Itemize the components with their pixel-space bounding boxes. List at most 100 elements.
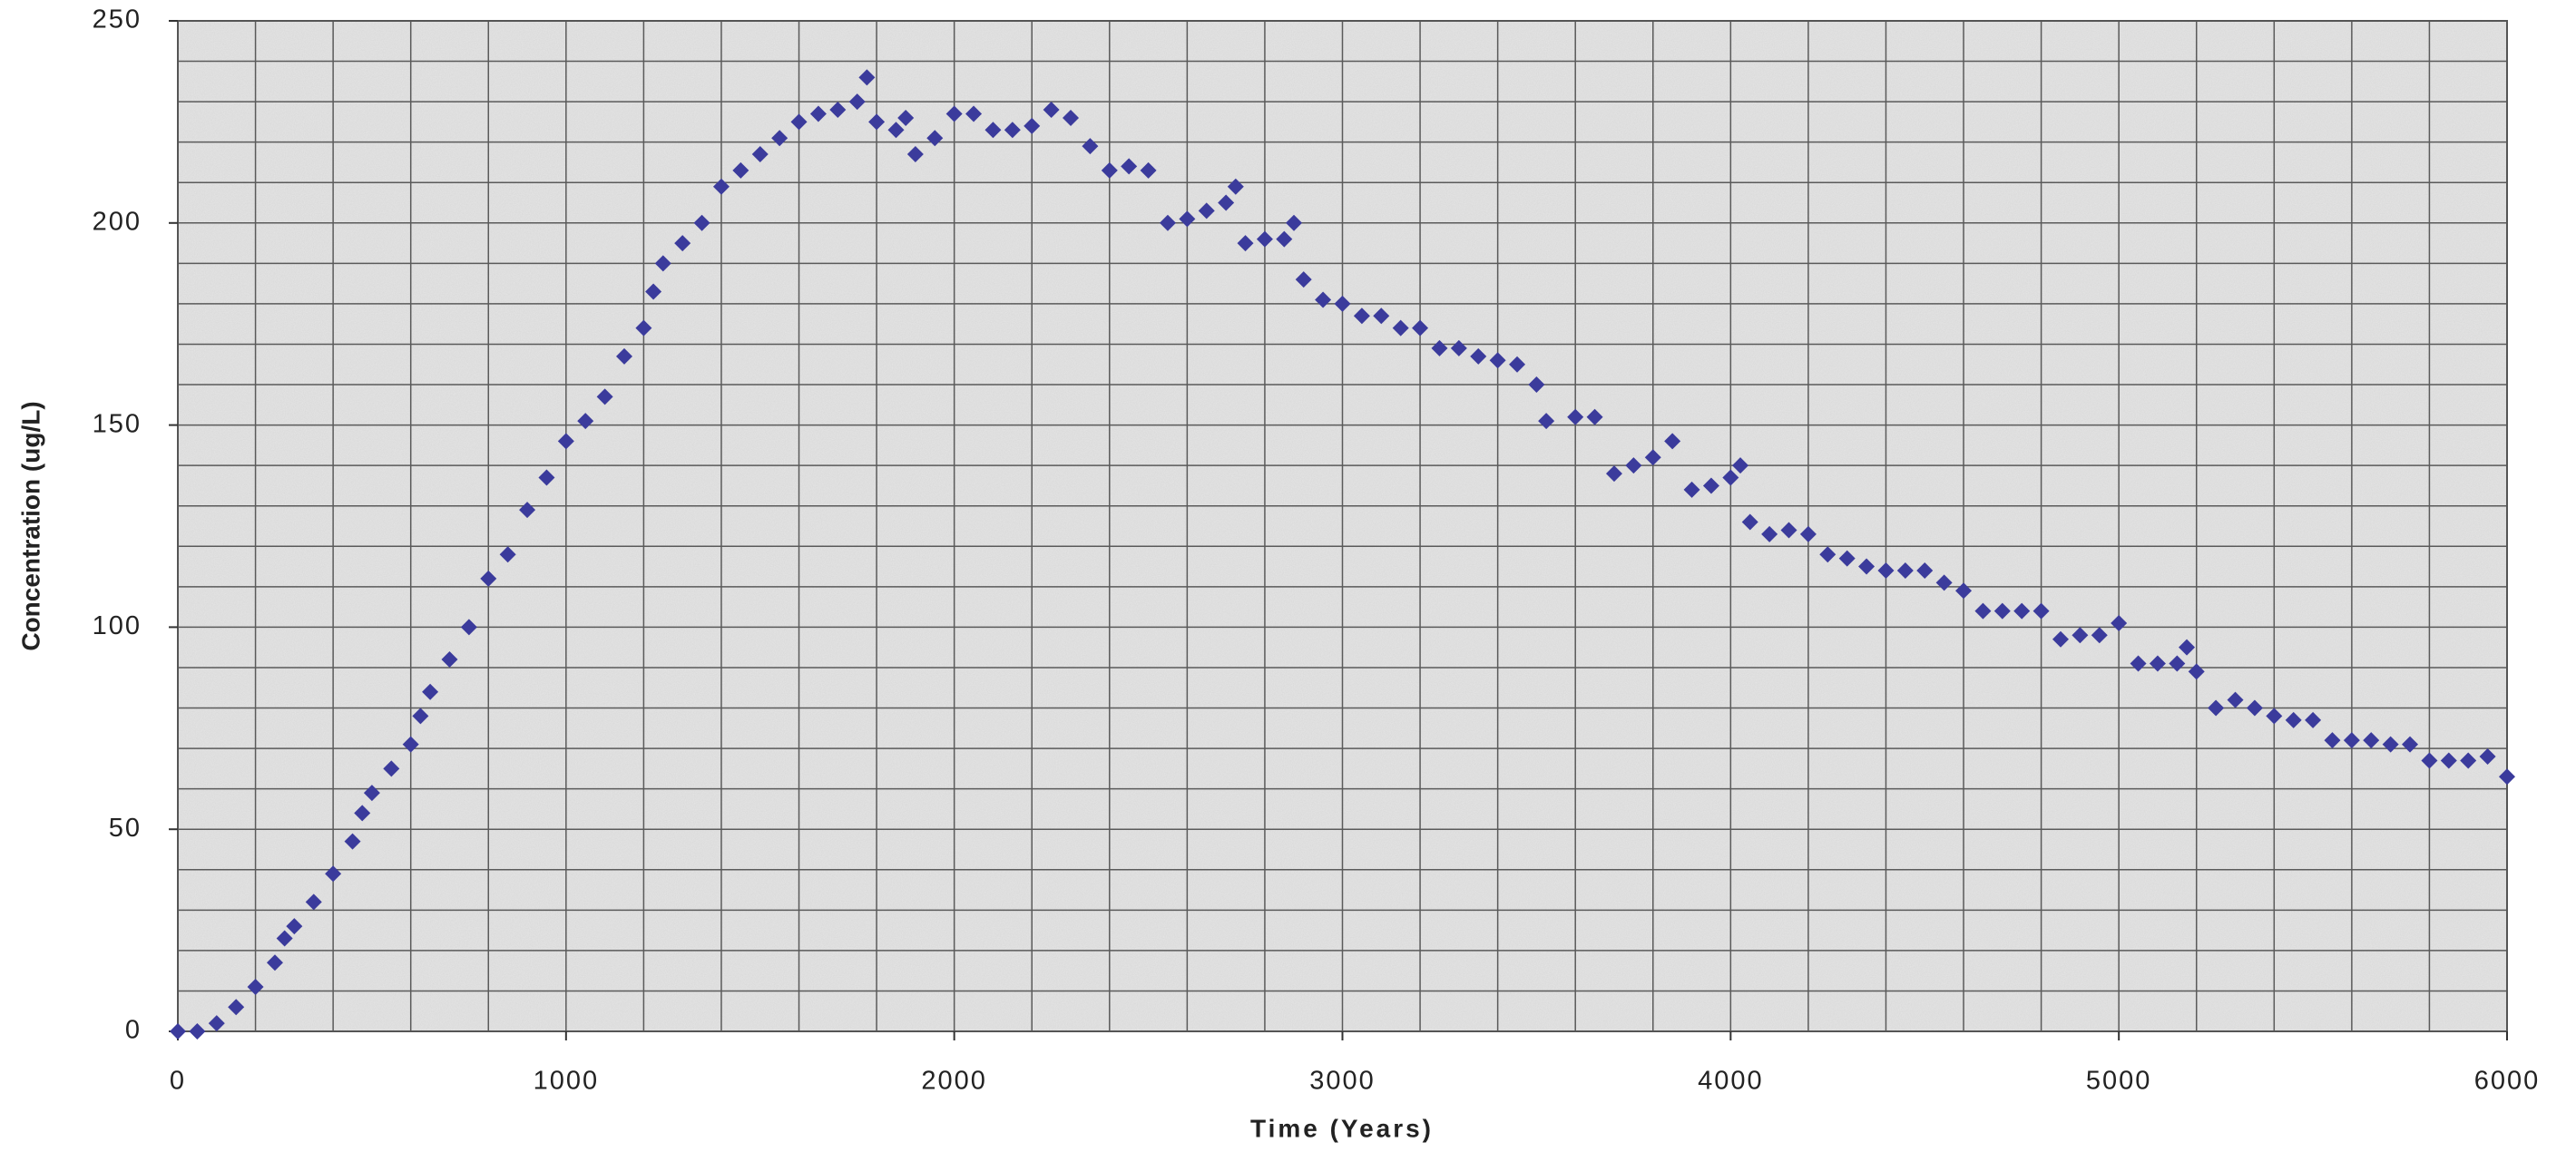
data-point <box>965 105 983 122</box>
data-point <box>480 570 497 587</box>
data-point <box>1586 408 1603 425</box>
data-point <box>809 105 827 122</box>
y-tick-label: 150 <box>93 409 142 438</box>
data-point <box>2363 732 2380 749</box>
data-point <box>412 708 429 725</box>
data-point <box>2179 639 2196 656</box>
data-point <box>2479 747 2496 765</box>
data-point <box>276 930 293 947</box>
data-point <box>712 178 730 195</box>
data-point <box>2169 655 2186 672</box>
data-point <box>1489 352 1506 369</box>
data-point <box>1683 481 1700 498</box>
data-point <box>1218 194 1235 211</box>
data-point <box>170 1023 186 1040</box>
data-point <box>829 102 847 119</box>
data-point <box>2305 711 2322 728</box>
data-point <box>1179 210 1196 228</box>
data-point <box>1431 339 1448 356</box>
data-point <box>1450 339 1467 356</box>
data-point <box>1043 102 1060 119</box>
data-point <box>2343 732 2360 749</box>
data-point <box>2285 711 2302 728</box>
data-point <box>2052 630 2069 648</box>
data-point <box>2460 752 2477 769</box>
data-point <box>1082 138 1099 155</box>
data-point <box>2013 602 2031 620</box>
data-point <box>189 1023 206 1040</box>
x-tick-label: 2000 <box>921 1067 987 1096</box>
data-point <box>984 122 1002 139</box>
data-point <box>2246 699 2263 717</box>
data-point <box>1838 550 1856 567</box>
data-point <box>635 319 652 337</box>
data-point <box>266 954 283 971</box>
data-point <box>1024 117 1041 134</box>
data-point <box>906 146 924 163</box>
data-point <box>1935 574 1953 591</box>
data-point <box>1974 602 1992 620</box>
data-point <box>1237 235 1254 252</box>
data-point <box>1761 525 1778 542</box>
data-point <box>1198 202 1215 220</box>
data-point <box>2440 752 2457 769</box>
data-point <box>2382 736 2399 753</box>
x-tick-label: 3000 <box>1309 1067 1376 1096</box>
data-point <box>577 413 594 430</box>
data-point <box>1955 582 1973 600</box>
data-point <box>897 109 915 126</box>
data-point <box>2091 627 2108 644</box>
data-point <box>557 433 574 450</box>
x-tick-label: 4000 <box>1698 1067 1764 1096</box>
x-tick-label: 6000 <box>2474 1067 2541 1096</box>
data-point <box>1227 178 1244 195</box>
data-point <box>887 122 905 139</box>
data-point <box>354 805 371 822</box>
data-point <box>519 502 536 519</box>
data-point <box>2149 655 2166 672</box>
data-point <box>868 113 886 131</box>
data-point <box>1121 158 1138 175</box>
data-point <box>751 146 769 163</box>
data-point <box>1276 230 1293 248</box>
data-point <box>2072 627 2089 644</box>
data-point <box>732 161 749 179</box>
data-point <box>344 833 361 850</box>
data-point <box>208 1015 225 1032</box>
data-point <box>2111 614 2128 631</box>
x-tick-label: 1000 <box>534 1067 600 1096</box>
y-tick-label: 100 <box>93 611 142 640</box>
data-point <box>596 388 613 405</box>
data-point <box>538 469 555 486</box>
data-point <box>1858 558 1876 575</box>
data-point <box>616 347 633 365</box>
data-point <box>1732 457 1749 474</box>
y-tick-label: 50 <box>109 814 142 843</box>
data-point <box>790 113 808 131</box>
y-tick-label: 0 <box>125 1016 142 1045</box>
data-point <box>2324 732 2341 749</box>
data-point <box>1063 109 1080 126</box>
data-point <box>1780 522 1797 539</box>
data-point <box>1315 291 1332 308</box>
data-point <box>2266 708 2283 725</box>
data-point <box>2499 768 2515 786</box>
data-point <box>1799 525 1817 542</box>
data-point <box>499 546 516 563</box>
data-point <box>422 683 439 700</box>
data-point <box>383 760 400 777</box>
data-point <box>1373 308 1390 325</box>
x-tick-label: 5000 <box>2086 1067 2152 1096</box>
data-point <box>645 283 662 300</box>
data-point <box>1722 469 1739 486</box>
data-point <box>2188 663 2205 680</box>
x-tick-label: 0 <box>170 1067 186 1096</box>
data-point <box>654 255 671 272</box>
data-point <box>460 619 477 636</box>
data-point <box>2402 736 2419 753</box>
data-point <box>1528 376 1545 394</box>
data-point <box>305 893 322 911</box>
data-point <box>771 130 788 147</box>
data-point <box>441 651 458 669</box>
